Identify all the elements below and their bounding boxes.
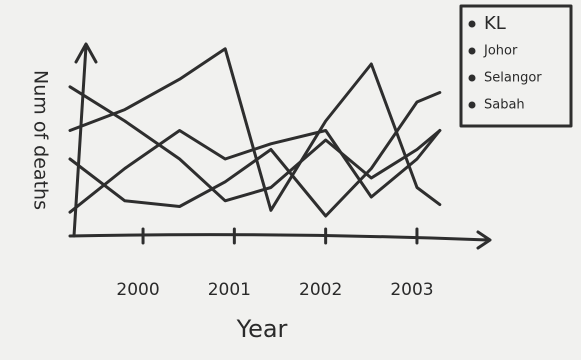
- legend-label: KL: [484, 13, 506, 34]
- x-tick-label: 2003: [390, 280, 433, 300]
- legend-marker: [468, 20, 476, 28]
- legend-label: Selangor: [484, 71, 542, 86]
- series-line: [68, 47, 442, 212]
- legend-label: Johor: [483, 44, 518, 59]
- series-line: [68, 129, 442, 214]
- x-axis: [68, 230, 492, 250]
- series-line: [68, 91, 442, 218]
- legend-marker: [468, 47, 476, 55]
- x-tick-label: 2000: [116, 280, 159, 300]
- legend-marker: [468, 101, 476, 109]
- x-tick-label: 2001: [208, 280, 251, 300]
- y-axis-label: Num of deaths: [30, 70, 52, 210]
- legend-label: Sabah: [484, 98, 525, 113]
- legend-marker: [468, 74, 476, 82]
- series-line: [68, 85, 442, 203]
- y-axis: [72, 42, 98, 238]
- x-axis-label: Year: [236, 315, 288, 343]
- legend-box: [459, 4, 573, 128]
- x-tick-label: 2002: [299, 280, 342, 300]
